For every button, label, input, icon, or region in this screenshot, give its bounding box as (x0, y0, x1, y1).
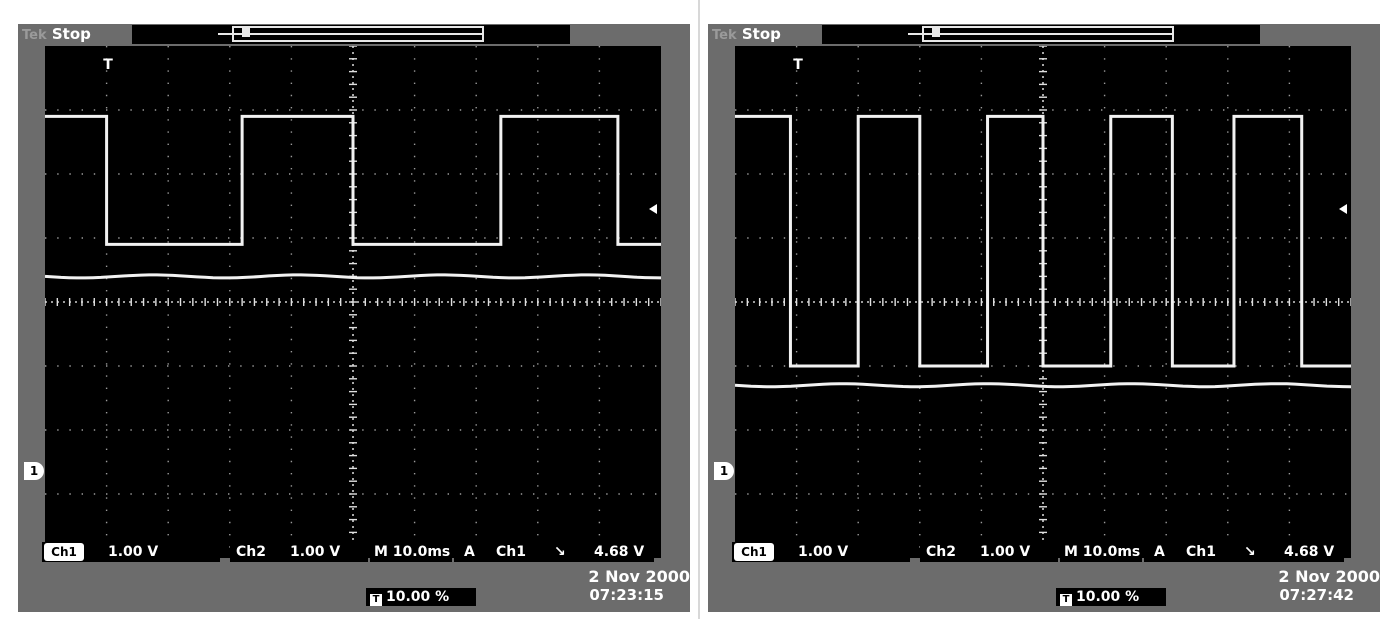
ch1-label: Ch1 (44, 543, 84, 561)
time: 07:27:42 (1279, 586, 1354, 604)
trigger-position-marker: T (103, 57, 113, 73)
trigger-position-marker: T (793, 57, 803, 73)
ch2-trace (45, 273, 661, 280)
trigger-box: A Ch1 ↘ 4.68 V (454, 542, 654, 562)
ch1-label: Ch1 (734, 543, 774, 561)
brand-label: Tek (712, 28, 737, 43)
trigger-position-icon: T (1060, 594, 1072, 606)
date: 2 Nov 2000 (1278, 567, 1380, 586)
record-trigger-icon (932, 27, 940, 37)
record-trigger-icon (242, 27, 250, 37)
waveform-display (45, 46, 661, 558)
trigger-source: Ch1 (496, 544, 526, 560)
ch2-label: Ch2 (926, 544, 956, 560)
trigger-position-box: T 10.00 % (1056, 588, 1166, 606)
record-line (908, 33, 1172, 35)
record-segment (822, 25, 906, 44)
timebase: M 10.0ms (1064, 544, 1141, 560)
oscilloscope-right: Tek Stop T 1 Ch1 1.00 V Ch2 1.00 V M 10.… (708, 24, 1380, 612)
ch2-scale: 1.00 V (980, 544, 1031, 560)
trigger-box: A Ch1 ↘ 4.68 V (1144, 542, 1344, 562)
timebase: M 10.0ms (374, 544, 451, 560)
trigger-position-value: 10.00 % (1076, 589, 1140, 605)
trigger-position-icon: T (370, 594, 382, 606)
trigger-position-box: T 10.00 % (366, 588, 476, 606)
trigger-level: 4.68 V (1284, 544, 1335, 560)
panel-divider (698, 0, 700, 619)
ch2-scale-box: Ch2 1.00 V (920, 542, 1058, 562)
falling-edge-icon: ↘ (1244, 544, 1256, 560)
time: 07:23:15 (589, 586, 664, 604)
record-window (922, 26, 1174, 42)
ch1-ground-marker: 1 (24, 462, 44, 480)
brand-status: Tek Stop (20, 25, 91, 44)
graticule-screen: T (45, 46, 661, 558)
trigger-level: 4.68 V (594, 544, 645, 560)
ch1-scale-box: Ch1 1.00 V (42, 542, 220, 562)
ch1-scale-box: Ch1 1.00 V (732, 542, 910, 562)
status-readout: Ch1 1.00 V Ch2 1.00 V M 10.0ms A Ch1 ↘ 4… (708, 542, 1380, 562)
falling-edge-icon: ↘ (554, 544, 566, 560)
ch1-ground-marker: 1 (714, 462, 734, 480)
timebase-box: M 10.0ms (370, 542, 452, 562)
trigger-level-arrow-icon (649, 204, 657, 214)
run-state: Stop (51, 25, 91, 43)
run-state: Stop (741, 25, 781, 43)
trigger-mode: A (464, 544, 475, 560)
trigger-source: Ch1 (1186, 544, 1216, 560)
ch2-label: Ch2 (236, 544, 266, 560)
record-segment (132, 25, 216, 44)
brand-status: Tek Stop (710, 25, 781, 44)
record-window (232, 26, 484, 42)
footer-readout: T 10.00 % 2 Nov 2000 07:27:42 (708, 564, 1380, 610)
ch2-scale: 1.00 V (290, 544, 341, 560)
timebase-box: M 10.0ms (1060, 542, 1142, 562)
ch1-scale: 1.00 V (108, 544, 159, 560)
ch1-trace (45, 114, 661, 246)
status-readout: Ch1 1.00 V Ch2 1.00 V M 10.0ms A Ch1 ↘ 4… (18, 542, 690, 562)
footer-readout: T 10.00 % 2 Nov 2000 07:23:15 (18, 564, 690, 610)
ch1-scale: 1.00 V (798, 544, 849, 560)
ch2-trace (735, 382, 1351, 389)
record-line (218, 33, 482, 35)
brand-label: Tek (22, 28, 47, 43)
trigger-level-arrow-icon (1339, 204, 1347, 214)
oscilloscope-left: Tek Stop T 1 Ch1 1.00 V Ch2 1.00 V M 10.… (18, 24, 690, 612)
waveform-display (735, 46, 1351, 558)
ch1-trace (735, 114, 1351, 368)
trigger-position-value: 10.00 % (386, 589, 450, 605)
record-bar: Tek Stop (18, 24, 690, 45)
graticule-screen: T (735, 46, 1351, 558)
record-bar: Tek Stop (708, 24, 1380, 45)
ch2-scale-box: Ch2 1.00 V (230, 542, 368, 562)
date: 2 Nov 2000 (588, 567, 690, 586)
trigger-mode: A (1154, 544, 1165, 560)
